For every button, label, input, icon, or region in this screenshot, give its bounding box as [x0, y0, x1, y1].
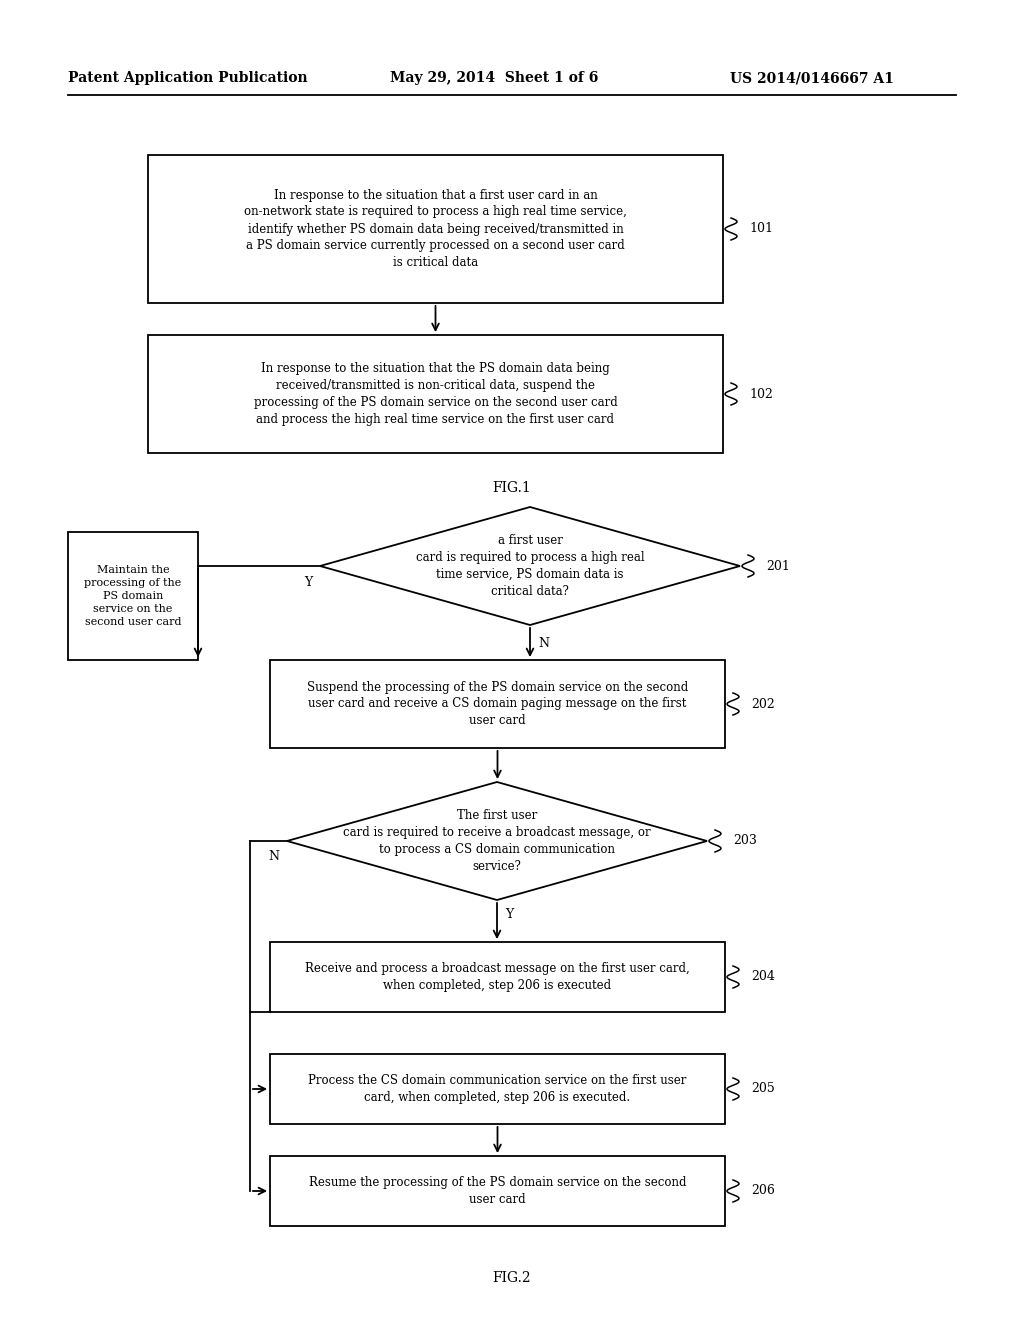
- Text: The first user
card is required to receive a broadcast message, or
to process a : The first user card is required to recei…: [343, 809, 651, 873]
- Text: Suspend the processing of the PS domain service on the second
user card and rece: Suspend the processing of the PS domain …: [307, 681, 688, 727]
- Text: N: N: [538, 638, 549, 649]
- Bar: [148, 335, 723, 453]
- Text: 204: 204: [751, 970, 775, 983]
- Bar: [270, 660, 725, 748]
- Polygon shape: [287, 781, 707, 900]
- Text: 203: 203: [733, 834, 757, 847]
- Text: May 29, 2014  Sheet 1 of 6: May 29, 2014 Sheet 1 of 6: [390, 71, 598, 84]
- Text: 202: 202: [751, 697, 775, 710]
- Text: US 2014/0146667 A1: US 2014/0146667 A1: [730, 71, 894, 84]
- Text: 205: 205: [751, 1082, 775, 1096]
- Text: Patent Application Publication: Patent Application Publication: [68, 71, 307, 84]
- Bar: [148, 154, 723, 304]
- Text: Resume the processing of the PS domain service on the second
user card: Resume the processing of the PS domain s…: [309, 1176, 686, 1206]
- Bar: [68, 532, 198, 660]
- Bar: [270, 1156, 725, 1226]
- Text: 101: 101: [749, 223, 773, 235]
- Text: 102: 102: [749, 388, 773, 400]
- Text: FIG.1: FIG.1: [493, 480, 531, 495]
- Text: N: N: [268, 850, 279, 863]
- Text: FIG.2: FIG.2: [493, 1271, 531, 1284]
- Text: Maintain the
processing of the
PS domain
service on the
second user card: Maintain the processing of the PS domain…: [84, 565, 181, 627]
- Text: 201: 201: [766, 560, 790, 573]
- Text: 206: 206: [751, 1184, 775, 1197]
- Text: Y: Y: [304, 576, 312, 589]
- Text: In response to the situation that the PS domain data being
received/transmitted : In response to the situation that the PS…: [254, 362, 617, 426]
- Text: In response to the situation that a first user card in an
on-network state is re: In response to the situation that a firs…: [244, 189, 627, 269]
- Text: Process the CS domain communication service on the first user
card, when complet: Process the CS domain communication serv…: [308, 1074, 687, 1104]
- Text: Y: Y: [505, 908, 513, 921]
- Text: Receive and process a broadcast message on the first user card,
when completed, : Receive and process a broadcast message …: [305, 962, 690, 993]
- Bar: [270, 942, 725, 1012]
- Text: a first user
card is required to process a high real
time service, PS domain dat: a first user card is required to process…: [416, 535, 644, 598]
- Bar: [270, 1053, 725, 1125]
- Polygon shape: [319, 507, 740, 624]
